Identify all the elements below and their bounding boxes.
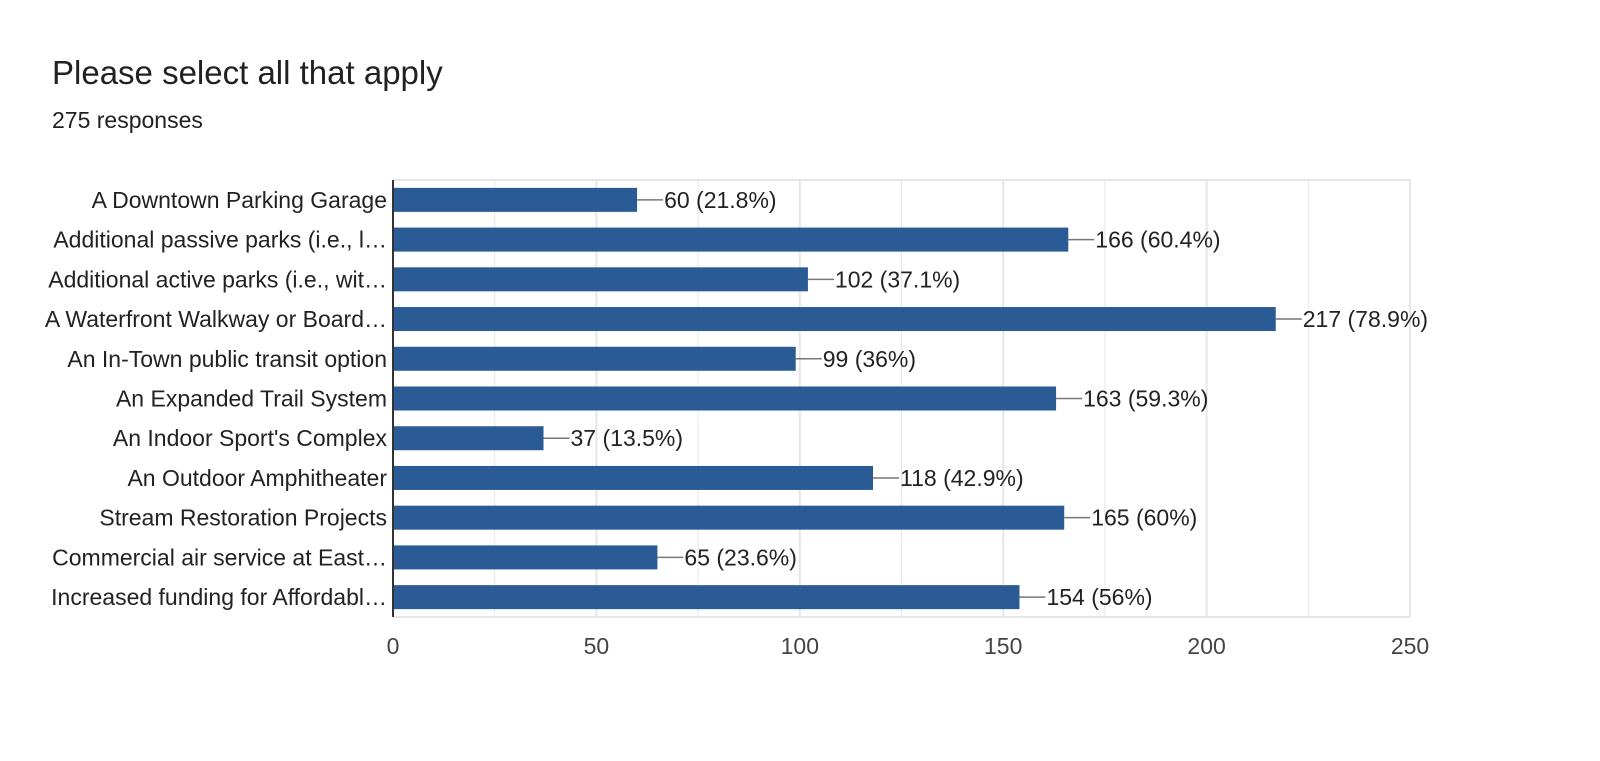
category-label-4: An In-Town public transit option	[67, 346, 387, 372]
bar-6[interactable]	[393, 426, 544, 451]
chart-title: Please select all that apply	[52, 54, 443, 91]
bar-1[interactable]	[393, 227, 1069, 252]
value-label-1: 166 (60.4%)	[1095, 227, 1220, 253]
bar-10[interactable]	[393, 585, 1020, 610]
category-label-1: Additional passive parks (i.e., l…	[53, 227, 387, 253]
category-label-10: Increased funding for Affordabl…	[51, 584, 387, 610]
bar-2[interactable]	[393, 267, 808, 292]
gridlines	[393, 179, 1411, 618]
value-label-6: 37 (13.5%)	[571, 425, 684, 451]
bar-3[interactable]	[393, 307, 1276, 332]
x-tick-label-2: 100	[781, 633, 819, 659]
value-label-10: 154 (56%)	[1046, 584, 1152, 610]
x-tick-label-0: 0	[387, 633, 400, 659]
bars	[393, 187, 1276, 610]
category-label-8: Stream Restoration Projects	[99, 505, 387, 531]
x-tick-label-1: 50	[584, 633, 610, 659]
axes: 0 50 100 150 200 250	[387, 180, 1429, 659]
category-label-7: An Outdoor Amphitheater	[127, 465, 387, 491]
bar-4[interactable]	[393, 346, 796, 371]
value-label-3: 217 (78.9%)	[1303, 306, 1428, 332]
category-label-3: A Waterfront Walkway or Board…	[45, 306, 387, 332]
value-label-9: 65 (23.6%)	[684, 544, 797, 570]
category-label-0: A Downtown Parking Garage	[92, 187, 387, 213]
labels: 60 (21.8%) A Downtown Parking Garage 166 (…	[45, 187, 1428, 610]
value-label-7: 118 (42.9%)	[900, 465, 1024, 491]
category-label-5: An Expanded Trail System	[116, 386, 387, 412]
category-label-2: Additional active parks (i.e., wit…	[48, 266, 387, 292]
category-label-6: An Indoor Sport's Complex	[113, 425, 388, 451]
bar-9[interactable]	[393, 545, 658, 570]
bar-5[interactable]	[393, 386, 1057, 411]
value-label-8: 165 (60%)	[1091, 505, 1197, 531]
bar-8[interactable]	[393, 505, 1065, 530]
bar-0[interactable]	[393, 187, 638, 212]
x-tick-label-3: 150	[984, 633, 1022, 659]
category-label-9: Commercial air service at East…	[52, 544, 387, 570]
value-label-2: 102 (37.1%)	[835, 266, 960, 292]
response-count: 275 responses	[52, 107, 203, 133]
bar-7[interactable]	[393, 465, 874, 490]
x-tick-label-4: 200	[1187, 633, 1225, 659]
value-label-5: 163 (59.3%)	[1083, 386, 1208, 412]
value-label-4: 99 (36%)	[823, 346, 916, 372]
value-label-0: 60 (21.8%)	[664, 187, 777, 213]
x-tick-label-5: 250	[1391, 633, 1429, 659]
